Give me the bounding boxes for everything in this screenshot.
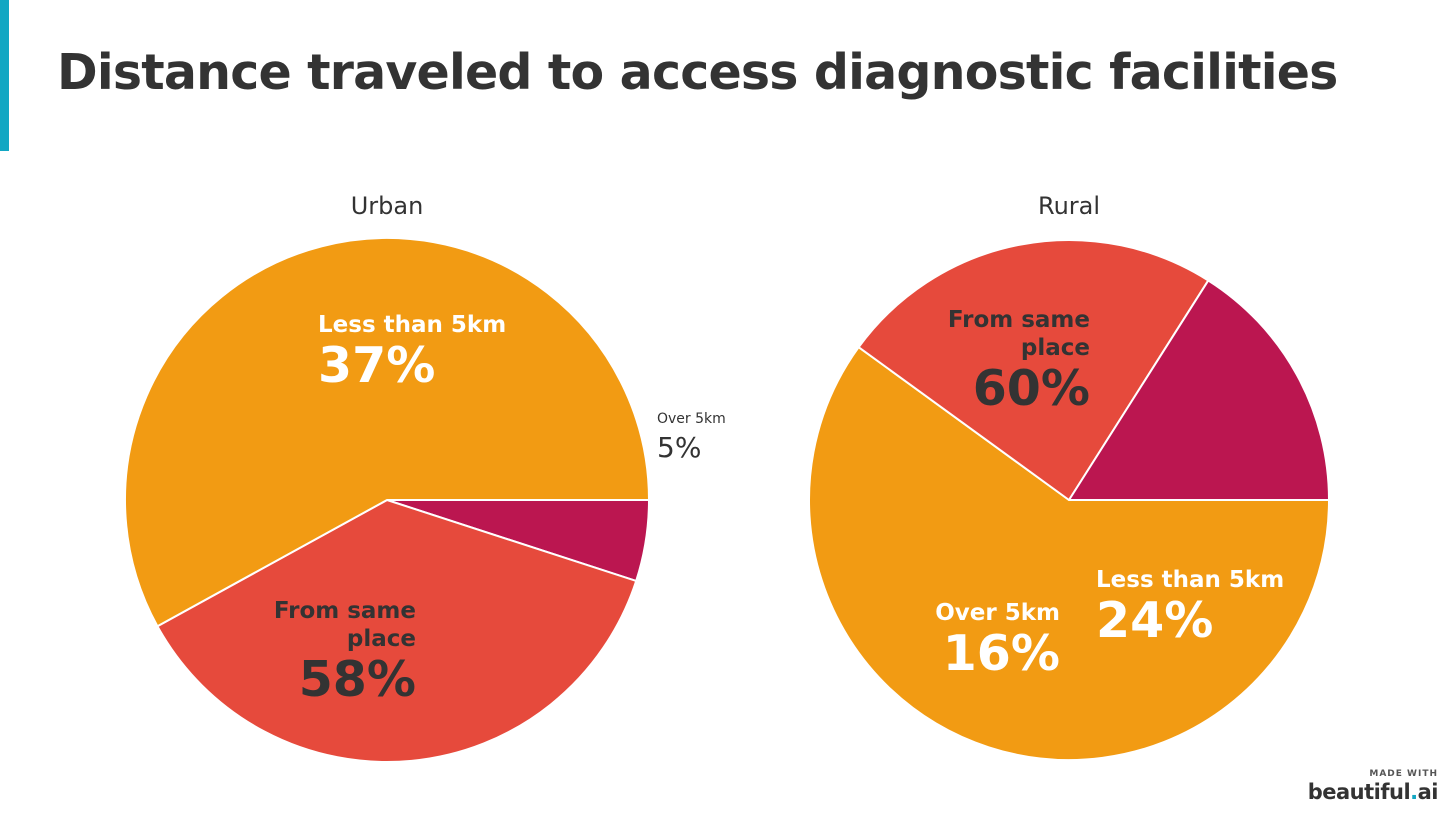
rural-slices (808, 239, 1330, 761)
urban-slice-less-than-5km[interactable] (156, 499, 638, 763)
brand-logo: beautiful.ai (1307, 780, 1439, 804)
rural-slice-less-than-5km[interactable] (857, 239, 1210, 501)
urban-slice-value: 37% (318, 337, 435, 394)
urban-chart-title: Urban (351, 192, 424, 220)
made-with-label: MADE WITH (1369, 769, 1438, 779)
urban-slice-from-same-place[interactable] (124, 237, 650, 628)
rural-slice-value: 16% (943, 625, 1060, 682)
urban-slice-label: From same place (274, 598, 416, 652)
brand-suffix: ai (1417, 780, 1439, 804)
accent-bar (0, 0, 9, 151)
rural-slice-label: Over 5km (935, 600, 1060, 626)
rural-slice-from-same-place[interactable] (808, 346, 1330, 761)
rural-slice-label: Less than 5km (1096, 567, 1284, 593)
made-with-badge[interactable]: MADE WITH beautiful.ai (1307, 769, 1439, 804)
brand-name: beautiful (1307, 780, 1411, 804)
brand-dot: . (1410, 780, 1418, 804)
rural-slice-value: 60% (973, 360, 1090, 417)
rural-slice-over-5km[interactable] (1068, 279, 1330, 501)
rural-slice-label: From same place (948, 307, 1090, 361)
urban-slices (124, 237, 650, 763)
rural-slice-value: 24% (1096, 592, 1213, 649)
page-title: Distance traveled to access diagnostic f… (57, 44, 1338, 101)
urban-slice-value: 58% (299, 651, 416, 708)
rural-chart-title: Rural (1038, 192, 1100, 220)
urban-slice-value: 5% (657, 431, 701, 464)
urban-slice-label: Over 5km (657, 411, 726, 427)
urban-slice-label: Less than 5km (318, 312, 506, 338)
